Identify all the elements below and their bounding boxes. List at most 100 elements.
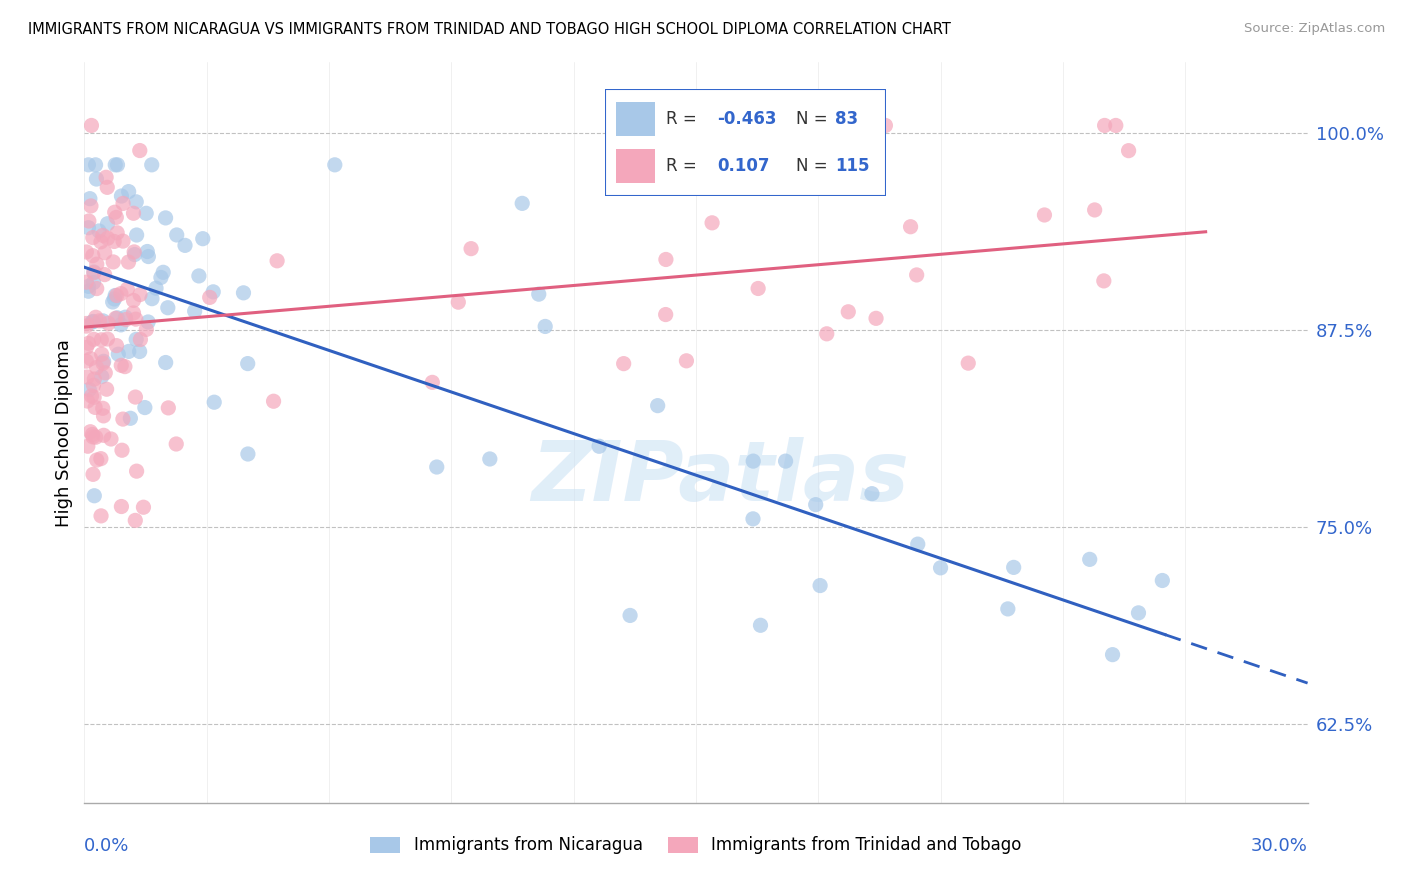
Text: 83: 83 [835, 111, 858, 128]
Point [166, 227, 188, 242]
Point [86, 453, 108, 467]
Text: Source: ZipAtlas.com: Source: ZipAtlas.com [1244, 22, 1385, 36]
Point [103, 235, 125, 249]
Point [83, 266, 105, 280]
Point [77, 220, 100, 235]
Point [103, 292, 125, 306]
Point [80, 119, 103, 133]
Point [165, 437, 187, 451]
Point [96, 217, 118, 231]
Point [82, 430, 104, 444]
Point [236, 447, 259, 461]
Point [93, 428, 115, 442]
Point [91, 314, 114, 328]
Point [136, 244, 159, 259]
Point [83, 276, 105, 290]
Point [76, 394, 98, 409]
Point [125, 194, 148, 209]
Point [105, 310, 128, 325]
Point [89, 314, 111, 328]
Point [122, 206, 145, 220]
Point [749, 618, 772, 632]
Point [132, 500, 155, 515]
Point [82, 467, 104, 482]
Point [122, 293, 145, 308]
Point [105, 211, 128, 225]
Point [80, 199, 103, 213]
Point [84, 310, 107, 325]
Point [263, 394, 285, 409]
Point [125, 332, 148, 346]
Point [79, 192, 101, 206]
Y-axis label: High School Diploma: High School Diploma [55, 339, 73, 526]
Point [105, 288, 128, 302]
Point [111, 234, 134, 248]
FancyBboxPatch shape [605, 89, 886, 196]
Point [1101, 648, 1123, 662]
Point [79, 425, 101, 439]
Point [90, 235, 112, 249]
Point [1092, 274, 1115, 288]
Point [82, 378, 104, 392]
Point [742, 512, 765, 526]
Point [111, 412, 134, 426]
Point [149, 270, 172, 285]
Text: ZIPatlas: ZIPatlas [531, 436, 910, 517]
Point [929, 561, 952, 575]
Point [82, 230, 104, 244]
Point [77, 284, 100, 298]
Text: R =: R = [666, 157, 697, 175]
Point [111, 443, 134, 458]
Point [700, 216, 723, 230]
Point [86, 257, 108, 271]
Point [155, 355, 177, 369]
Point [107, 158, 129, 172]
Point [77, 279, 100, 293]
Point [75, 341, 97, 355]
Point [138, 250, 160, 264]
Point [105, 226, 128, 240]
Point [114, 312, 136, 326]
Point [97, 316, 120, 330]
Text: IMMIGRANTS FROM NICARAGUA VS IMMIGRANTS FROM TRINIDAD AND TOBAGO HIGH SCHOOL DIP: IMMIGRANTS FROM NICARAGUA VS IMMIGRANTS … [28, 22, 950, 37]
Point [103, 255, 125, 269]
Point [104, 158, 127, 172]
Point [202, 285, 225, 299]
Point [90, 347, 112, 361]
Point [1002, 560, 1025, 574]
Point [266, 253, 288, 268]
Point [236, 357, 259, 371]
Point [82, 249, 104, 263]
Point [76, 370, 98, 384]
Point [80, 389, 103, 403]
Bar [616, 149, 655, 184]
Text: R =: R = [666, 111, 697, 128]
Point [83, 489, 105, 503]
Point [110, 359, 132, 373]
Point [747, 281, 769, 295]
Point [93, 245, 115, 260]
Point [198, 290, 221, 304]
Point [77, 158, 100, 172]
Point [82, 315, 104, 329]
Point [94, 366, 117, 380]
Point [534, 319, 557, 334]
Point [124, 390, 146, 404]
Point [91, 401, 114, 416]
Point [510, 196, 533, 211]
Point [690, 149, 713, 163]
Point [118, 344, 141, 359]
Point [112, 196, 135, 211]
Text: N =: N = [796, 111, 827, 128]
Point [96, 382, 118, 396]
Point [1094, 119, 1116, 133]
Point [865, 311, 887, 326]
Point [174, 238, 197, 252]
Point [120, 411, 142, 425]
Bar [616, 102, 655, 136]
Point [134, 401, 156, 415]
Point [93, 268, 115, 282]
Point [202, 395, 225, 409]
Point [125, 227, 148, 242]
Point [152, 265, 174, 279]
